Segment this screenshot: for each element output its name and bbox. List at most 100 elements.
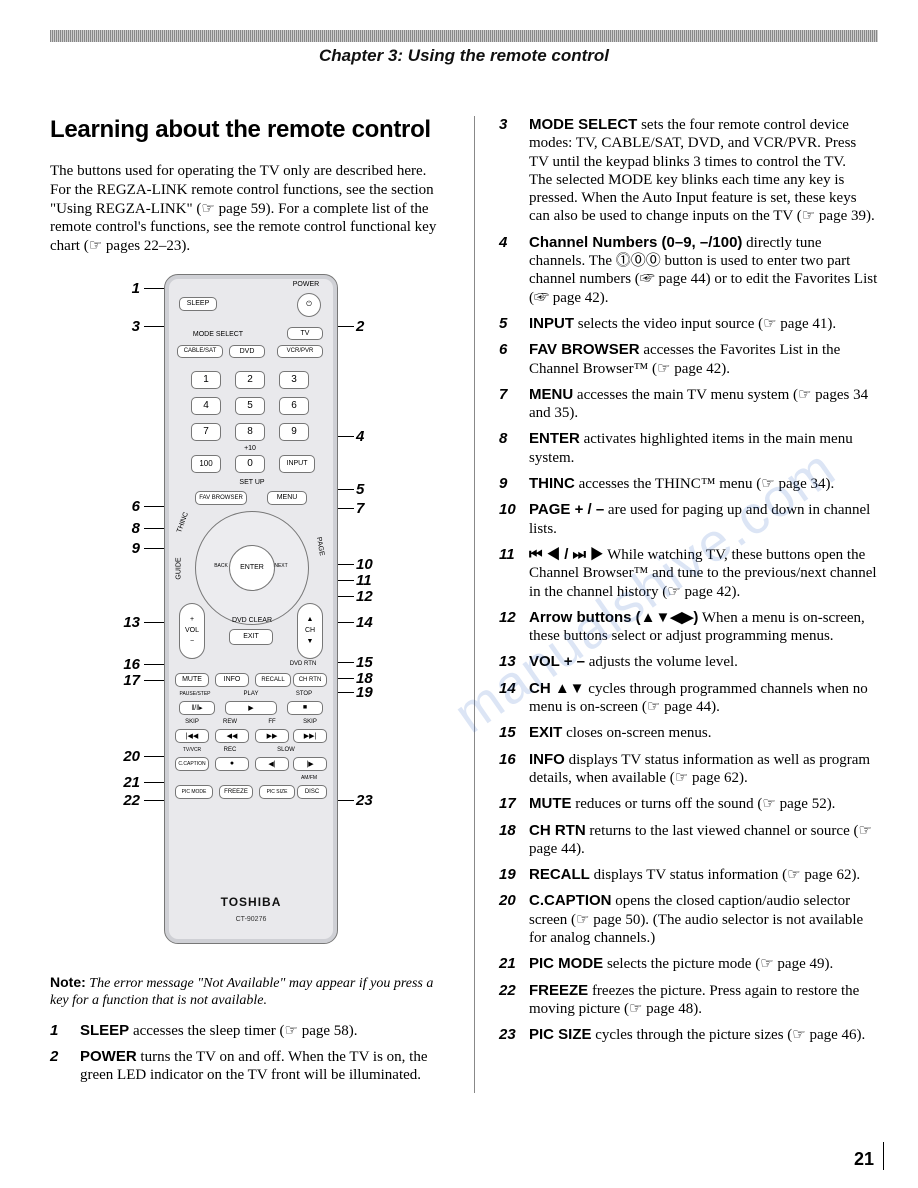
ch-rocker: ▲CH▼	[297, 603, 323, 659]
item-term: FAV BROWSER	[529, 341, 640, 358]
num-7: 7	[191, 423, 221, 441]
mute-button: MUTE	[175, 673, 209, 687]
column-divider	[474, 116, 475, 1093]
num-5: 5	[235, 397, 265, 415]
callout-10: 10	[356, 556, 373, 573]
item-13: 13VOL + – adjusts the volume level.	[499, 653, 878, 671]
num-8: 8	[235, 423, 265, 441]
picsize-button: PIC SIZE	[259, 785, 295, 799]
remote-brand: TOSHIBA	[165, 895, 337, 909]
power-label: POWER	[281, 281, 331, 288]
item-term: MENU	[529, 386, 573, 403]
page-label: PAGE	[314, 531, 326, 562]
item-body: FREEZE freezes the picture. Press again …	[529, 982, 878, 1019]
item-term: ⏮ ◀ / ⏭ ▶	[529, 546, 604, 563]
item-number: 5	[499, 315, 519, 333]
item-number: 9	[499, 475, 519, 493]
amfm-label: AM/FM	[291, 775, 327, 781]
num-1: 1	[191, 371, 221, 389]
power-button: ⏻	[297, 293, 321, 317]
item-body: MODE SELECT sets the four remote control…	[529, 116, 878, 226]
item-term: C.CAPTION	[529, 892, 612, 909]
page-number: 21	[854, 1149, 874, 1170]
guide-label: GUIDE	[176, 556, 183, 580]
menu-button: MENU	[267, 491, 307, 505]
callout-20: 20	[114, 748, 140, 765]
ff-label: FF	[257, 719, 287, 725]
exit-button: EXIT	[229, 629, 273, 645]
item-body: C.CAPTION opens the closed caption/audio…	[529, 892, 878, 947]
rew-button: ◀◀	[215, 729, 249, 743]
num-9: 9	[279, 423, 309, 441]
ccaption-button: C.CAPTION	[175, 757, 209, 771]
section-title: Learning about the remote control	[50, 116, 450, 144]
slow-label: SLOW	[261, 747, 311, 753]
item-5: 5 INPUT selects the video input source (☞…	[499, 315, 878, 333]
item-term: PAGE + / –	[529, 501, 604, 518]
item-number: 22	[499, 982, 519, 1019]
item-body: PIC MODE selects the picture mode (☞ pag…	[529, 955, 833, 973]
item-term: VOL + –	[529, 653, 585, 670]
item-body: THINC accesses the THINC™ menu (☞ page 3…	[529, 475, 834, 493]
callout-5: 5	[356, 481, 364, 498]
item-16: 16INFO displays TV status information as…	[499, 751, 878, 788]
item-number: 21	[499, 955, 519, 973]
num-4: 4	[191, 397, 221, 415]
item-14: 14CH ▲▼ cycles through programmed channe…	[499, 680, 878, 717]
item-number: 18	[499, 822, 519, 859]
left-item-list: 1SLEEP accesses the sleep timer (☞ page …	[50, 1022, 450, 1085]
item-4: 4Channel Numbers (0–9, –/100) directly t…	[499, 234, 878, 307]
callout-12: 12	[356, 588, 373, 605]
callout-1: 1	[114, 280, 140, 297]
item-body: MUTE reduces or turns off the sound (☞ p…	[529, 795, 835, 813]
vcrpvr-mode-button: VCR/PVR	[277, 345, 323, 358]
rew-label: REW	[215, 719, 245, 725]
pausestep-label: PAUSE/STEP	[173, 691, 217, 697]
pause-button: ‖/‖▸	[179, 701, 215, 715]
item-number: 16	[499, 751, 519, 788]
item-number: 8	[499, 430, 519, 467]
slowfwd-button: |▶	[293, 757, 327, 771]
item-number: 15	[499, 724, 519, 742]
item-6: 6FAV BROWSER accesses the Favorites List…	[499, 341, 878, 378]
item-number: 12	[499, 609, 519, 646]
item-number: 4	[499, 234, 519, 307]
item-number: 2	[50, 1048, 70, 1085]
item-term: INPUT	[529, 315, 574, 332]
callout-23: 23	[356, 792, 373, 809]
num-2: 2	[235, 371, 265, 389]
remote-figure: SLEEP POWER ⏻ MODE SELECT TV CABLE/SAT D…	[50, 268, 450, 958]
item-body: POWER turns the TV on and off. When the …	[80, 1048, 450, 1085]
item-term: PIC MODE	[529, 955, 603, 972]
num-100: 100	[191, 455, 221, 473]
item-body: FAV BROWSER accesses the Favorites List …	[529, 341, 878, 378]
item-body: INPUT selects the video input source (☞ …	[529, 315, 836, 333]
stop-label: STOP	[287, 691, 321, 697]
item-18: 18 CH RTN returns to the last viewed chan…	[499, 822, 878, 859]
callout-8: 8	[114, 520, 140, 537]
vol-rocker: +VOL−	[179, 603, 205, 659]
recall-button: RECALL	[255, 673, 291, 687]
item-term: MODE SELECT	[529, 116, 637, 133]
item-3: 3MODE SELECT sets the four remote contro…	[499, 116, 878, 226]
callout-9: 9	[114, 540, 140, 557]
item-term: SLEEP	[80, 1022, 129, 1039]
tvvcr-label: TV/VCR	[173, 747, 211, 753]
next-label: NEXT	[271, 563, 291, 569]
item-body: CH RTN returns to the last viewed channe…	[529, 822, 878, 859]
item-10: 10PAGE + / – are used for paging up and …	[499, 501, 878, 538]
skipfwd-button: ▶▶|	[293, 729, 327, 743]
item-term: RECALL	[529, 866, 590, 883]
item-body: ENTER activates highlighted items in the…	[529, 430, 878, 467]
item-term: INFO	[529, 751, 565, 768]
item-term: FREEZE	[529, 982, 588, 999]
dvdclear-label: DVD CLEAR	[227, 617, 277, 624]
item-body: PAGE + / – are used for paging up and do…	[529, 501, 878, 538]
item-12: 12Arrow buttons (▲▼◀▶) When a menu is on…	[499, 609, 878, 646]
intro-paragraph: The buttons used for operating the TV on…	[50, 162, 450, 256]
item-term: CH RTN	[529, 822, 586, 839]
item-number: 13	[499, 653, 519, 671]
note-label: Note:	[50, 974, 86, 990]
item-term: MUTE	[529, 795, 572, 812]
num-6: 6	[279, 397, 309, 415]
